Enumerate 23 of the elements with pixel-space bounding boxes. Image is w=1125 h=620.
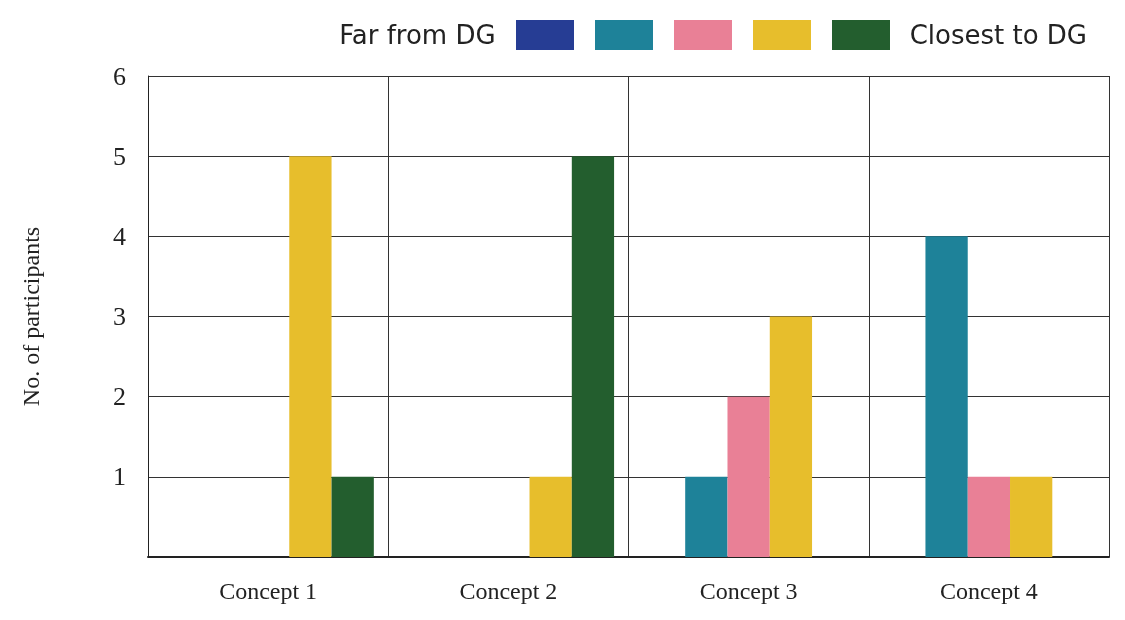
bar — [289, 156, 332, 557]
x-tick-label: Concept 4 — [939, 578, 1038, 604]
y-tick-label: 4 — [113, 221, 126, 251]
text: Far from DG — [339, 20, 496, 50]
bar — [1010, 476, 1053, 557]
y-tick-label: 2 — [113, 382, 126, 412]
x-tick-label: Concept 2 — [459, 578, 558, 604]
bar — [685, 476, 728, 557]
x-tick-label: Concept 3 — [699, 578, 798, 604]
bar — [769, 316, 813, 557]
bar — [727, 396, 770, 557]
y-tick-label: 3 — [113, 302, 126, 331]
y-tick-label: 5 — [113, 141, 126, 171]
y-tick-label: 1 — [113, 462, 126, 492]
y-axis-title: No. of participants — [18, 226, 44, 407]
x-tick-label: Concept 1 — [219, 578, 318, 604]
bar — [529, 476, 572, 557]
bar — [925, 236, 968, 557]
text: Closest to DG — [909, 20, 1087, 50]
bar — [571, 156, 615, 557]
bar — [967, 476, 1011, 557]
y-tick-label: 6 — [113, 61, 126, 91]
bar — [331, 476, 374, 557]
